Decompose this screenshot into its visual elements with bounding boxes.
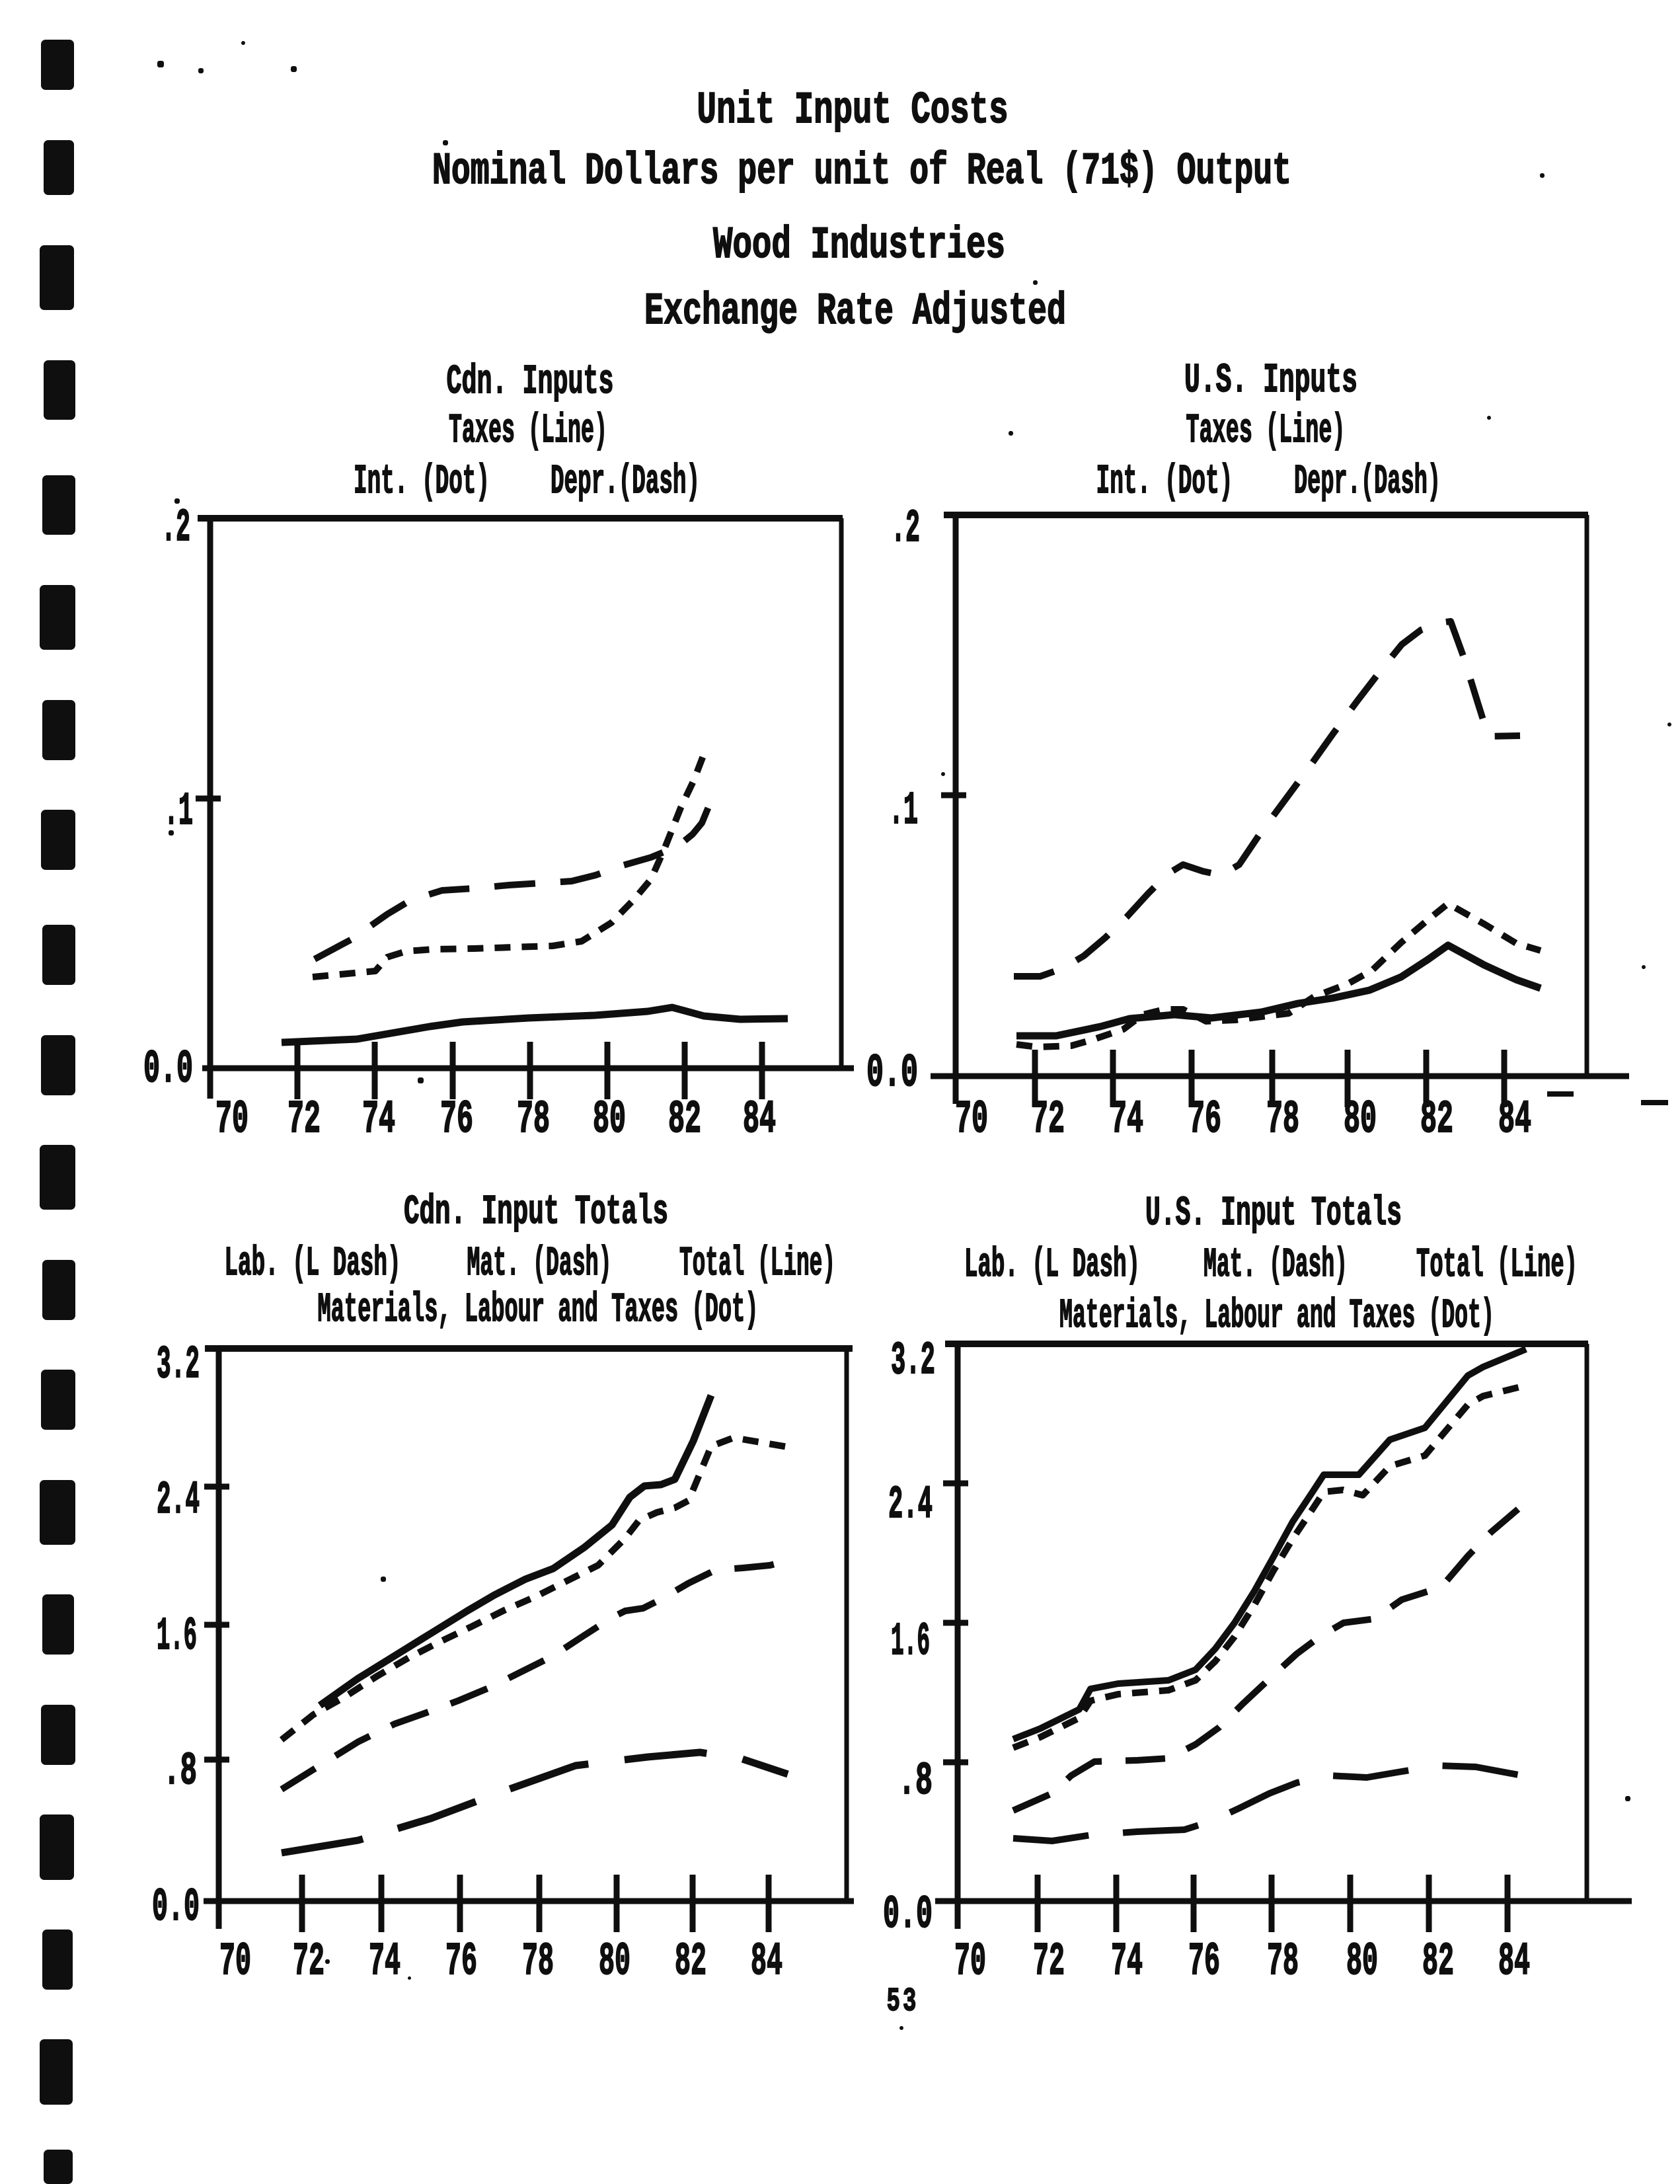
svg-text:70: 70: [954, 1936, 986, 1988]
svg-text:Materials, Labour and Taxes (D: Materials, Labour and Taxes (Dot): [1059, 1292, 1494, 1339]
svg-text:1.6: 1.6: [157, 1611, 197, 1663]
svg-text:72: 72: [287, 1094, 321, 1146]
svg-text:84: 84: [743, 1094, 776, 1146]
svg-text:70: 70: [215, 1094, 248, 1146]
svg-text:78: 78: [517, 1094, 550, 1146]
svg-text:82: 82: [675, 1936, 706, 1988]
svg-text:Int. (Dot): Int. (Dot): [354, 458, 490, 505]
svg-text:72: 72: [1032, 1094, 1065, 1146]
svg-text:0.0: 0.0: [883, 1889, 933, 1941]
svg-text:82: 82: [1422, 1936, 1454, 1988]
svg-text:80: 80: [593, 1094, 626, 1146]
svg-text:82: 82: [668, 1094, 701, 1146]
svg-text:.8: .8: [898, 1756, 933, 1808]
svg-text:84: 84: [1498, 1094, 1531, 1146]
svg-text:74: 74: [1111, 1936, 1143, 1988]
svg-text:Lab. (L Dash): Lab. (L Dash): [225, 1240, 401, 1287]
svg-text:78: 78: [522, 1936, 554, 1988]
svg-text:84: 84: [1498, 1936, 1530, 1988]
svg-text:Exchange Rate Adjusted: Exchange Rate Adjusted: [644, 286, 1066, 337]
svg-text:1.6: 1.6: [891, 1616, 930, 1668]
svg-text:Taxes (Line): Taxes (Line): [449, 407, 607, 454]
svg-text:3.2: 3.2: [157, 1339, 200, 1391]
svg-text:53: 53: [887, 1983, 919, 2021]
svg-text:74: 74: [369, 1936, 401, 1988]
svg-text:.1: .1: [889, 785, 918, 838]
svg-text:Depr.(Dash): Depr.(Dash): [551, 458, 700, 505]
svg-text:Mat. (Dash): Mat. (Dash): [467, 1240, 612, 1287]
svg-text:70: 70: [219, 1936, 251, 1988]
svg-text:Total (Line): Total (Line): [1416, 1241, 1578, 1288]
svg-text:76: 76: [440, 1094, 473, 1146]
svg-text:Wood Industries: Wood Industries: [713, 220, 1005, 271]
svg-text:72: 72: [1033, 1936, 1065, 1988]
svg-text:2.4: 2.4: [157, 1475, 200, 1527]
svg-text:76: 76: [445, 1936, 477, 1988]
svg-text:.2: .2: [891, 503, 920, 555]
svg-text:80: 80: [1346, 1936, 1378, 1988]
svg-text:76: 76: [1188, 1936, 1220, 1988]
svg-text:Materials, Labour and Taxes (D: Materials, Labour and Taxes (Dot): [318, 1286, 759, 1333]
svg-text:Cdn. Input Totals: Cdn. Input Totals: [404, 1189, 668, 1235]
svg-text:U.S. Input Totals: U.S. Input Totals: [1145, 1190, 1402, 1237]
svg-text:U.S. Inputs: U.S. Inputs: [1184, 357, 1357, 404]
svg-text:Unit Input Costs: Unit Input Costs: [697, 85, 1009, 136]
svg-text:Taxes (Line): Taxes (Line): [1186, 407, 1346, 454]
svg-text:74: 74: [362, 1094, 395, 1146]
svg-text:Depr.(Dash): Depr.(Dash): [1294, 458, 1441, 505]
svg-text:78: 78: [1266, 1094, 1299, 1146]
svg-text:Total (Line): Total (Line): [679, 1240, 835, 1287]
svg-text:0.0: 0.0: [866, 1048, 918, 1100]
svg-text:80: 80: [1344, 1094, 1377, 1146]
svg-text:0.0: 0.0: [152, 1882, 200, 1934]
svg-text:.1: .1: [164, 786, 193, 838]
svg-text:.8: .8: [163, 1746, 197, 1798]
svg-text:70: 70: [955, 1094, 988, 1146]
svg-text:3.2: 3.2: [891, 1335, 935, 1387]
svg-text:76: 76: [1188, 1094, 1221, 1146]
svg-text:.2: .2: [161, 502, 190, 555]
svg-text:Cdn. Inputs: Cdn. Inputs: [447, 358, 614, 405]
svg-text:80: 80: [599, 1936, 630, 1988]
svg-text:Lab. (L Dash): Lab. (L Dash): [964, 1241, 1140, 1288]
svg-text:Mat. (Dash): Mat. (Dash): [1203, 1241, 1348, 1288]
svg-text:84: 84: [751, 1936, 783, 1988]
svg-text:0.0: 0.0: [143, 1044, 193, 1096]
svg-text:Int. (Dot): Int. (Dot): [1096, 458, 1233, 505]
svg-text:78: 78: [1267, 1936, 1299, 1988]
svg-text:82: 82: [1420, 1094, 1453, 1146]
svg-text:74: 74: [1110, 1094, 1143, 1146]
svg-text:Nominal Dollars per unit of Re: Nominal Dollars per unit of Real (71$) O…: [432, 146, 1291, 197]
svg-text:2.4: 2.4: [888, 1479, 933, 1532]
svg-text:72: 72: [293, 1936, 325, 1988]
